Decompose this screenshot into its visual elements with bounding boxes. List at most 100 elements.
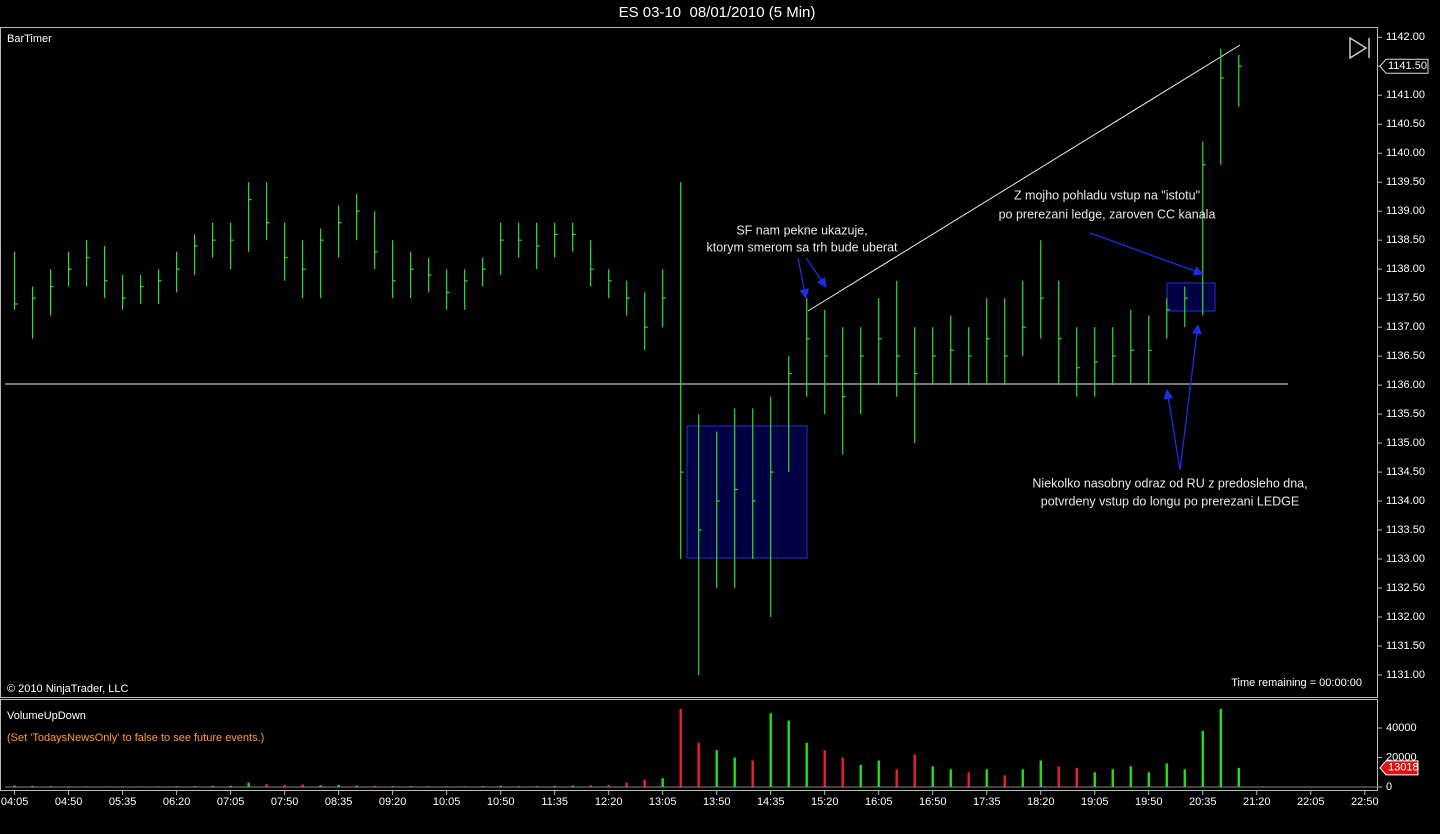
price-bars [14,48,1242,675]
x-tick-label: 12:20 [595,796,623,808]
x-tick-label: 13:50 [703,796,731,808]
volume-bar [571,785,574,788]
volume-bar [967,772,970,788]
volume-bar [13,785,16,788]
volume-tag [1379,760,1419,776]
x-tick-label: 05:35 [109,796,137,808]
y-tick-label: 1135.00 [1386,437,1425,449]
indicator-label: BarTimer [7,33,52,45]
y-tick-label: 0 [1386,781,1392,793]
x-tick-label: 15:20 [811,796,839,808]
volume-bar [283,784,286,788]
volume-bar [1057,766,1060,788]
time-remaining: Time remaining = 00:00:00 [1231,677,1362,689]
news-note: (Set 'TodaysNewsOnly' to false to see fu… [7,732,264,744]
y-tick-label: 1132.50 [1386,582,1425,594]
volume-bar [1201,730,1204,788]
y-tick-label: 1133.00 [1386,553,1425,565]
arrow [805,257,827,288]
volume-bar [877,760,880,788]
volume-bar [337,784,340,788]
volume-bar [1183,769,1186,788]
y-tick-label: 1141.00 [1386,89,1425,101]
volume-bar [625,782,628,788]
volume-bar [733,757,736,788]
annotation: Z mojho pohladu vstup na "istotu" [1014,188,1200,202]
volume-bar [1237,767,1240,788]
volume-bar [499,785,502,788]
play-icon[interactable] [1349,36,1370,60]
volume-bar [985,769,988,788]
volume-bar [409,786,412,788]
volume-bar [229,785,232,788]
y-tick-label: 1138.00 [1386,263,1425,275]
volume-bar [787,720,790,788]
arrow [1179,324,1202,471]
y-tick-label: 1139.00 [1386,205,1425,217]
y-tick-label: 1131.00 [1386,669,1425,681]
x-tick-label: 10:05 [433,796,461,808]
y-tick-label: 1137.50 [1386,292,1425,304]
volume-bar [481,786,484,788]
x-tick-label: 19:05 [1081,796,1109,808]
volume-bar [859,764,862,788]
volume-bar [751,760,754,788]
x-tick-label: 19:50 [1135,796,1163,808]
trend-line [807,44,1241,312]
y-tick-label: 1135.50 [1386,408,1425,420]
volume-bar [949,769,952,788]
volume-title: VolumeUpDown [7,710,86,722]
y-tick-label: 1140.00 [1386,147,1425,159]
volume-bar [589,785,592,788]
volume-bar [1021,769,1024,788]
price-tag-label: 1141.50 [1388,60,1427,72]
y-tick-label: 1132.00 [1386,611,1425,623]
y-tick-label: 1136.50 [1386,350,1425,362]
volume-bar [193,786,196,788]
x-tick-label: 20:35 [1189,796,1217,808]
volume-bar [373,785,376,788]
volume-bar [661,778,664,788]
x-tick-label: 07:50 [271,796,299,808]
x-tick-label: 08:35 [325,796,353,808]
volume-bar [553,785,556,788]
volume-bar [895,769,898,788]
x-tick-label: 22:05 [1297,796,1325,808]
y-tick-label: 1134.00 [1386,495,1425,507]
copyright: © 2010 NinjaTrader, LLC [7,683,128,695]
annotation: SF nam pekne ukazuje, [736,223,867,237]
volume-bar [823,750,826,788]
x-tick-label: 04:50 [55,796,83,808]
volume-bar [643,779,646,788]
chart-title: ES 03-10 08/01/2010 (5 Min) [619,4,816,21]
y-tick-label: 1134.50 [1386,466,1425,478]
play-triangle[interactable] [1349,36,1368,60]
x-tick-label: 14:35 [757,796,785,808]
y-tick-label: 1139.50 [1386,176,1425,188]
x-tick-label: 17:35 [973,796,1001,808]
ledge-box [1166,282,1216,312]
volume-bar [607,784,610,788]
volume-bar [1219,708,1222,788]
volume-bar [1165,763,1168,788]
y-tick-label: 1138.50 [1386,234,1425,246]
x-tick-label: 22:50 [1351,796,1379,808]
x-tick-label: 21:20 [1243,796,1271,808]
volume-bar [535,786,538,788]
x-tick-label: 04:05 [1,796,29,808]
annotation: potvrdeny vstup do longu po prerezani LE… [1041,494,1300,508]
volume-bar [247,782,250,788]
volume-bar [1147,772,1150,788]
y-tick-label: 40000 [1386,722,1417,734]
arrow [1163,389,1181,471]
y-tick-label: 1137.00 [1386,321,1425,333]
x-tick-label: 16:50 [919,796,947,808]
volume-bar [1093,772,1096,788]
y-tick-label: 1136.00 [1386,379,1425,391]
annotation: ktorym smerom sa trh bude uberat [706,240,898,254]
volume-bar [931,766,934,788]
volume-bar [1003,775,1006,788]
x-tick-label: 16:05 [865,796,893,808]
volume-bar [265,784,268,788]
